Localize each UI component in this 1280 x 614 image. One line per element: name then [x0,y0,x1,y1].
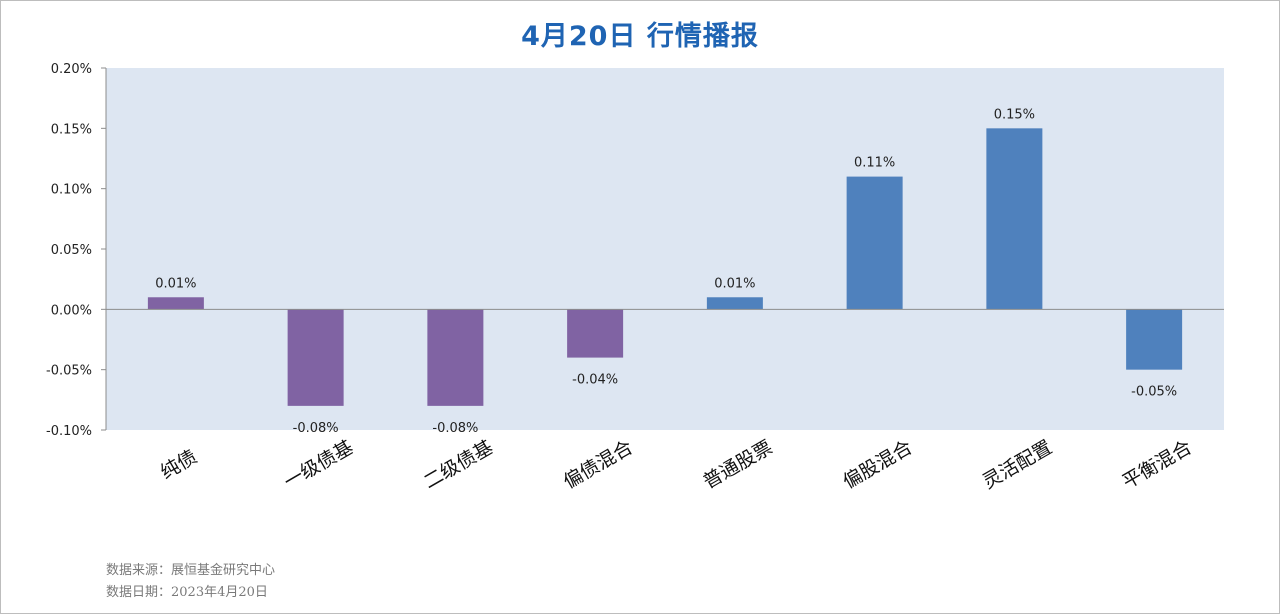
bar [1126,309,1183,370]
bar [706,297,763,310]
plot-area [106,68,1224,430]
category-label: 一级债基 [280,436,357,493]
bar [427,309,484,406]
data-label: -0.05% [1131,385,1177,400]
data-date-note: 数据日期：2023年4月20日 [106,585,268,600]
data-label: 0.11% [854,156,895,171]
y-tick-label: 0.10% [51,183,92,198]
category-label: 灵活配置 [979,436,1056,493]
category-label: 偏债混合 [560,436,637,493]
y-tick-label: 0.15% [51,122,92,137]
data-label: -0.08% [293,421,339,436]
y-tick-label: 0.00% [51,303,92,318]
data-label: -0.04% [572,373,618,388]
data-label: 0.01% [155,276,196,291]
category-label: 偏股混合 [839,436,916,493]
bar [567,309,624,358]
y-tick-label: 0.20% [51,62,92,77]
category-label: 普通股票 [699,436,776,493]
bar [846,176,903,310]
bar [287,309,344,406]
category-label: 二级债基 [420,436,497,493]
category-label: 纯债 [157,446,201,484]
y-tick-label: 0.05% [51,243,92,258]
chart-title: 4月20日 行情播报 [521,21,759,52]
data-label: 0.15% [994,107,1035,122]
y-tick-label: -0.05% [46,364,92,379]
category-label: 平衡混合 [1119,436,1196,493]
y-tick-label: -0.10% [46,424,92,439]
data-label: -0.08% [432,421,478,436]
data-source-note: 数据来源：展恒基金研究中心 [106,563,276,578]
bar [147,297,204,310]
footer-notes: 数据来源：展恒基金研究中心 数据日期：2023年4月20日 [106,560,275,604]
bar [986,128,1043,310]
data-label: 0.01% [714,276,755,291]
